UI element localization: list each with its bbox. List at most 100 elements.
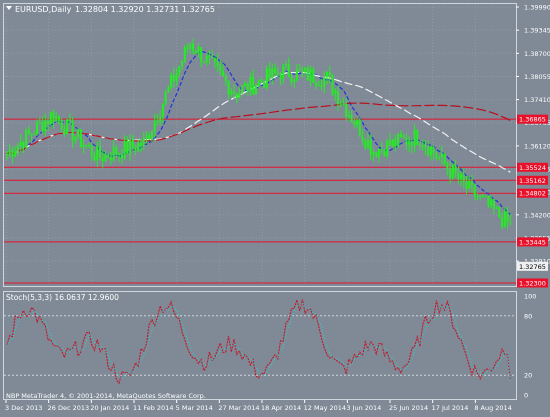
date-tick-label: 3 Dec 2013 <box>5 404 42 412</box>
candle-body <box>347 115 350 117</box>
candle-body <box>19 141 22 146</box>
candle-body <box>68 119 71 122</box>
candle-body <box>274 68 277 73</box>
candle-body <box>44 120 47 132</box>
candle-body <box>440 153 443 158</box>
candle-body <box>279 73 282 80</box>
candle-body <box>290 77 293 83</box>
candle-body <box>164 92 167 104</box>
price-tick-label: 1.32910 <box>524 258 550 266</box>
candle-body <box>246 83 249 92</box>
candle-body <box>104 154 107 162</box>
candle-body <box>350 115 353 122</box>
candle-body <box>249 76 252 92</box>
candle-body <box>126 140 129 154</box>
candle-body <box>438 157 441 159</box>
candle-body <box>30 133 33 135</box>
candle-body <box>159 117 162 123</box>
candle-body <box>197 47 200 55</box>
candle-body <box>145 135 148 139</box>
candle-body <box>60 120 63 130</box>
candle-body <box>27 129 30 134</box>
date-tick-label: 11 Feb 2014 <box>133 404 173 412</box>
candle-body <box>186 47 189 49</box>
candle-body <box>260 80 263 82</box>
price-tick-label: 1.39990 <box>524 4 550 12</box>
candle-body <box>170 75 173 88</box>
candle-body <box>14 151 17 157</box>
date-tick-label: 17 Jul 2014 <box>432 404 469 412</box>
candle-body <box>377 148 380 157</box>
candle-body <box>79 129 82 147</box>
level-price-tag <box>517 175 548 185</box>
candle-body <box>6 153 8 155</box>
candle-body <box>109 157 112 161</box>
candle-body <box>156 121 159 123</box>
stoch-tick-label: 20 <box>524 372 532 380</box>
level-price-tag <box>517 188 548 198</box>
candle-body <box>55 116 58 122</box>
candle-body <box>476 196 479 198</box>
stoch-signal-line <box>6 302 511 383</box>
candle-body <box>219 65 222 71</box>
candle-body <box>388 140 391 146</box>
candle-body <box>331 75 334 94</box>
price-tick-label: 1.34200 <box>524 211 550 219</box>
candle-body <box>432 147 435 154</box>
candle-body <box>298 69 301 71</box>
candle-body <box>481 195 484 197</box>
candle-body <box>134 147 137 151</box>
candle-body <box>435 153 438 158</box>
candle-body <box>353 121 356 125</box>
price-tick-label: 1.39345 <box>524 27 550 35</box>
candle-body <box>194 50 197 55</box>
price-tick-label: 1.38055 <box>524 73 550 81</box>
candle-body <box>421 145 424 147</box>
candle-body <box>487 196 490 206</box>
candle-body <box>96 146 99 161</box>
candle-body <box>167 87 170 93</box>
candle-body <box>391 139 394 146</box>
candle-body <box>462 174 465 182</box>
level-price-label: 1.34802 <box>519 190 546 198</box>
candle-body <box>490 199 493 206</box>
candle-body <box>88 144 91 146</box>
main-chart-frame <box>3 3 517 287</box>
candle-body <box>383 149 386 157</box>
chevron-down-icon[interactable] <box>6 6 12 10</box>
candle-body <box>334 91 337 94</box>
candle-body <box>205 55 208 63</box>
date-tick-label: 25 Jun 2014 <box>389 404 428 412</box>
candle-body <box>112 147 115 161</box>
candle-body <box>216 61 219 66</box>
candle-body <box>265 68 268 88</box>
candle-body <box>140 142 143 146</box>
candle-body <box>309 69 312 81</box>
candle-body <box>369 139 372 155</box>
candle-body <box>123 140 126 159</box>
level-price-label: 1.33445 <box>519 238 546 246</box>
candle-body <box>451 165 454 178</box>
candle-body <box>107 154 110 158</box>
ma-mid-line <box>6 71 511 173</box>
level-price-label: 1.32765 <box>519 263 546 271</box>
candle-body <box>93 155 96 161</box>
candle-body <box>252 76 255 95</box>
candle-body <box>227 80 230 95</box>
candle-body <box>11 150 14 157</box>
candle-body <box>142 138 145 146</box>
candle-body <box>238 93 241 98</box>
candle-body <box>211 56 214 58</box>
candle-body <box>427 147 430 156</box>
candle-body <box>161 103 164 118</box>
candle-body <box>52 112 55 122</box>
candle-body <box>479 195 482 198</box>
candle-body <box>254 86 257 95</box>
candle-body <box>301 70 304 72</box>
candle-body <box>501 217 504 227</box>
candle-body <box>503 211 506 227</box>
horizontal-levels <box>4 118 516 284</box>
candle-body <box>16 145 19 152</box>
candle-body <box>323 77 326 87</box>
